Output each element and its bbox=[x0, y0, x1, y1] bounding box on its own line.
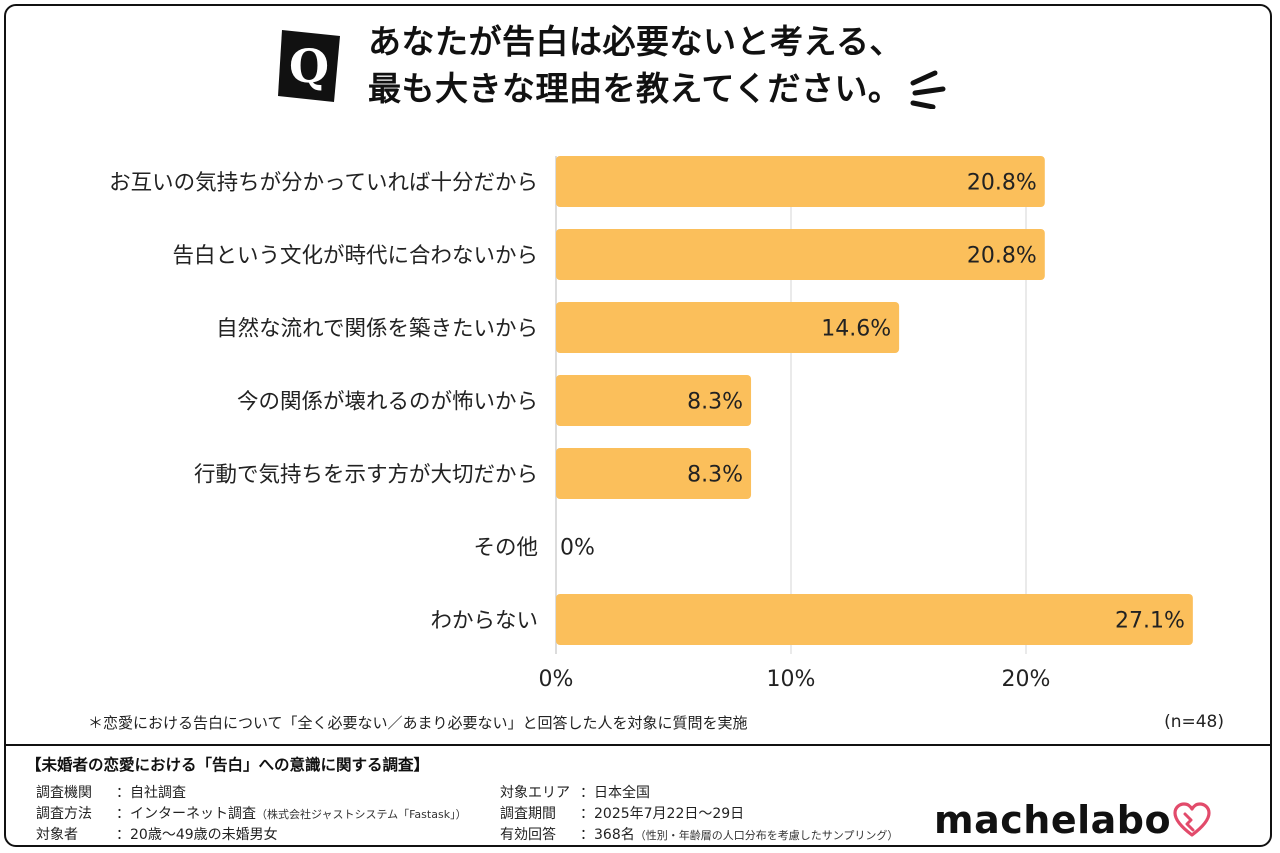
data-label: 8.3% bbox=[687, 463, 743, 488]
responses-value: ：368名 bbox=[580, 827, 635, 843]
q-letter: Q bbox=[289, 39, 329, 93]
target-label: 対象者 bbox=[36, 827, 78, 843]
x-tick-label: 20% bbox=[1002, 667, 1051, 692]
data-label: 0% bbox=[560, 536, 595, 561]
bar bbox=[556, 156, 1045, 207]
data-label: 27.1% bbox=[1115, 609, 1185, 634]
survey-title: 【未婚者の恋愛における「告白」への意識に関する調査】 bbox=[26, 756, 430, 774]
org-value: ：自社調査 bbox=[116, 785, 186, 801]
bar bbox=[556, 229, 1045, 280]
logo-text: machelabo bbox=[934, 798, 1172, 842]
method-value: ：インターネット調査 bbox=[116, 806, 256, 822]
page-title: あなたが告白は必要ないと考える、 最も大きな理由を教えてください。 bbox=[368, 18, 953, 112]
method-label: 調査方法 bbox=[36, 806, 92, 822]
sample-size: (n=48) bbox=[1164, 712, 1224, 732]
category-label: 行動で気持ちを示す方が大切だから bbox=[194, 463, 538, 488]
data-label: 20.8% bbox=[967, 171, 1037, 196]
responses-label: 有効回答 bbox=[500, 827, 556, 843]
brand-logo: machelabo bbox=[934, 798, 1211, 842]
bar bbox=[556, 302, 900, 353]
x-tick-label: 10% bbox=[767, 667, 816, 692]
divider bbox=[6, 744, 1270, 746]
category-label: 自然な流れで関係を築きたいから bbox=[216, 317, 538, 342]
target-value: ：20歳～49歳の未婚男女 bbox=[116, 827, 278, 843]
category-label: お互いの気持ちが分かっていれば十分だから bbox=[109, 171, 538, 196]
footnote: ＊恋愛における告白について「全く必要ない／あまり必要ない」と回答した人を対象に質… bbox=[88, 714, 748, 732]
bar bbox=[556, 375, 752, 426]
area-value: ：日本全国 bbox=[580, 785, 650, 801]
heart-icon bbox=[1173, 802, 1211, 837]
title-line-2: 最も大きな理由を教えてください。 bbox=[368, 69, 902, 108]
period-label: 調査期間 bbox=[500, 806, 556, 822]
period-value: ：2025年7月22日～29日 bbox=[580, 806, 745, 822]
area-label: 対象エリア bbox=[500, 785, 570, 801]
data-label: 8.3% bbox=[687, 390, 743, 415]
survey-meta-right: 対象エリア ：日本全国 調査期間 ：2025年7月22日～29日 有効回答 ：368名… bbox=[500, 783, 899, 845]
category-label: わからない bbox=[430, 609, 538, 634]
org-label: 調査機関 bbox=[36, 785, 92, 801]
method-note: （株式会社ジャストシステム「Fastask」） bbox=[256, 808, 467, 821]
emphasis-burst-icon bbox=[910, 70, 946, 109]
bar bbox=[556, 594, 1193, 645]
title-line-1: あなたが告白は必要ないと考える、 bbox=[368, 22, 904, 61]
data-label: 14.6% bbox=[821, 317, 891, 342]
category-label: その他 bbox=[473, 536, 538, 561]
infographic-frame: Q あなたが告白は必要ないと考える、 最も大きな理由を教えてください。 0% 10… bbox=[4, 4, 1272, 847]
data-label: 20.8% bbox=[967, 244, 1037, 269]
category-label: 告白という文化が時代に合わないから bbox=[172, 244, 538, 269]
category-label: 今の関係が壊れるのが怖いから bbox=[237, 390, 538, 415]
bar bbox=[556, 448, 752, 499]
title-line-2-wrap: 最も大きな理由を教えてください。 bbox=[368, 65, 953, 112]
x-tick-label: 0% bbox=[539, 667, 574, 692]
q-badge-icon: Q bbox=[278, 30, 340, 102]
survey-meta-left: 調査機関 ：自社調査 調査方法 ：インターネット調査（株式会社ジャストシステム「Fa… bbox=[36, 783, 467, 845]
bar-chart: 0% 10% 20% お互いの気持ちが分かっていれば十分だから 20.8% 告白という文化… bbox=[109, 156, 1193, 692]
responses-note: （性別・年齢層の人口分布を考慮したサンプリング） bbox=[634, 829, 899, 842]
